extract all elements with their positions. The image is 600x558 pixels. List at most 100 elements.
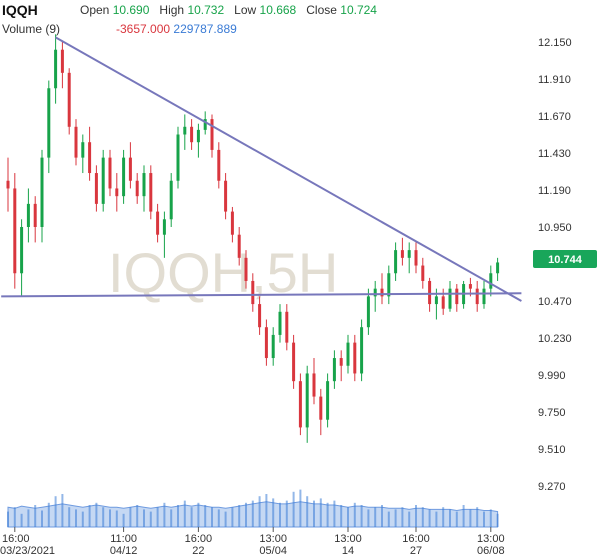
volume-bar: [61, 494, 64, 527]
x-tick-sublabel: 03/23/2021: [0, 545, 55, 557]
volume-bar: [251, 500, 254, 527]
trendline[interactable]: [55, 36, 522, 302]
candle-body: [74, 126, 78, 158]
candle: [475, 280, 479, 312]
y-tick-label: 10.950: [538, 222, 572, 234]
y-tick-label: 11.670: [538, 111, 571, 123]
x-axis: 16:0003/23/202111:0004/1216:002213:0005/…: [0, 527, 505, 557]
x-tick-sublabel: 14: [342, 545, 354, 557]
candle-body: [434, 296, 438, 305]
candle-body: [441, 296, 445, 309]
candle-body: [237, 234, 241, 258]
candle: [81, 134, 85, 174]
candle: [489, 265, 493, 297]
close-value: 10.724: [340, 3, 377, 17]
volume-bar: [442, 507, 445, 527]
candle: [305, 365, 309, 443]
volume-bar: [41, 510, 43, 527]
candle-body: [162, 219, 166, 235]
candle-body: [292, 342, 296, 382]
candle-layer: [6, 34, 500, 443]
volume-bar: [299, 489, 302, 527]
candle-body: [94, 173, 98, 204]
volume-bar: [163, 502, 166, 527]
volume-bar: [177, 505, 179, 527]
candle: [33, 196, 37, 243]
y-tick-label: 9.750: [538, 407, 566, 419]
candle-body: [217, 149, 221, 181]
candle-body: [468, 284, 472, 289]
candle-body: [475, 288, 479, 305]
trendline[interactable]: [1, 292, 522, 298]
candle-body: [366, 296, 370, 328]
x-tick-label: 13:00: [259, 533, 287, 545]
ohlc-row: Open 10.690 High 10.732 Low 10.668 Close…: [80, 3, 377, 17]
candle-body: [108, 157, 112, 189]
candle: [135, 173, 139, 204]
volume-bar: [360, 505, 363, 527]
candle: [169, 173, 173, 227]
candle: [258, 296, 262, 335]
y-tick-label: 11.910: [538, 74, 571, 86]
candle: [156, 203, 160, 243]
y-tick-label: 9.270: [538, 481, 566, 493]
candle: [217, 142, 221, 189]
candle: [285, 304, 289, 351]
volume-bar: [340, 505, 343, 527]
candle: [190, 119, 194, 150]
x-tick-sublabel: 05/04: [259, 545, 287, 557]
volume-bar: [292, 491, 295, 527]
candle-body: [319, 396, 323, 420]
volume-bar: [387, 511, 390, 527]
volume-bar: [224, 511, 227, 527]
x-tick-label: 16:00: [402, 533, 430, 545]
candle: [54, 34, 58, 104]
candle: [20, 219, 24, 297]
candle-body: [20, 227, 24, 274]
volume-bar: [333, 500, 336, 527]
y-tick-label: 9.990: [538, 370, 566, 382]
open-value: 10.690: [112, 3, 150, 17]
candle: [6, 157, 10, 212]
volume-bar: [156, 507, 159, 527]
candle: [421, 257, 425, 289]
volume-bar: [20, 513, 23, 527]
candle: [414, 242, 418, 274]
candle: [312, 358, 316, 405]
candle: [380, 273, 384, 305]
candle: [455, 284, 459, 312]
candle-body: [489, 273, 493, 289]
volume-bar: [143, 509, 145, 527]
candle: [441, 288, 445, 315]
candle: [462, 280, 466, 309]
candle-body: [353, 342, 357, 374]
candle: [326, 373, 330, 428]
candle-body: [305, 373, 309, 428]
candle: [108, 149, 112, 197]
volume-bar: [47, 502, 50, 527]
volume-bar: [455, 511, 458, 527]
y-tick-label: 12.150: [538, 37, 572, 49]
candle: [88, 126, 92, 181]
candle: [366, 288, 370, 335]
candle-body: [224, 180, 228, 212]
candle-body: [482, 288, 486, 305]
candle-body: [312, 373, 316, 397]
volume-bar: [7, 511, 9, 527]
candle: [13, 173, 17, 289]
candle: [67, 68, 71, 135]
candle-body: [264, 327, 268, 359]
volume-bar: [95, 502, 98, 527]
volume-bar: [496, 513, 499, 527]
volume-bar: [183, 500, 186, 527]
volume-bar: [435, 511, 438, 527]
volume-row: Volume (9): [2, 22, 60, 36]
y-tick-label: 11.190: [538, 185, 571, 197]
volume-bar: [109, 509, 111, 527]
candle: [332, 350, 336, 389]
x-tick-label: 13:00: [477, 533, 505, 545]
volume-bar: [313, 500, 315, 527]
candle-body: [135, 180, 139, 197]
x-tick-sublabel: 27: [410, 545, 422, 557]
